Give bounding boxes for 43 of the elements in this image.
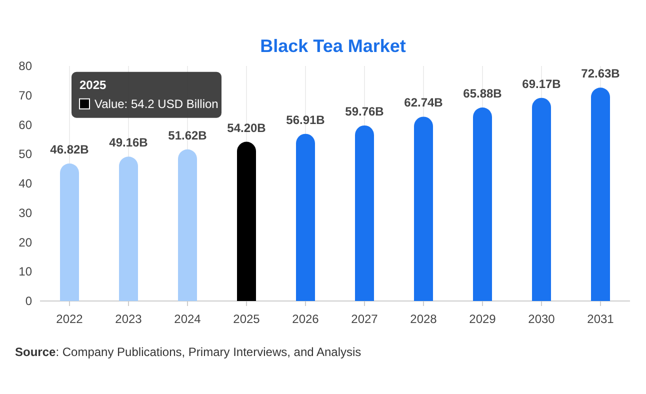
- source-note: Source: Company Publications, Primary Interviews, and Analysis: [15, 345, 362, 359]
- bar: [532, 98, 551, 301]
- y-tick-label: 80: [18, 59, 32, 73]
- data-label: 49.16B: [109, 136, 148, 150]
- data-label: 69.17B: [522, 76, 562, 91]
- x-tick-label: 2024: [174, 312, 202, 326]
- chart-title: Black Tea Market: [260, 36, 406, 56]
- bar: [237, 142, 256, 301]
- bar: [414, 116, 433, 301]
- y-tick-label: 50: [18, 147, 32, 162]
- x-tick-label: 2022: [56, 312, 84, 326]
- data-label: 59.76B: [345, 104, 384, 118]
- bar: [178, 149, 197, 301]
- data-label: 62.74B: [404, 96, 444, 110]
- data-label: 51.62B: [168, 128, 208, 142]
- data-label: 54.20B: [227, 120, 266, 135]
- x-tick-label: 2026: [292, 312, 320, 326]
- y-tick-label: 40: [18, 176, 32, 190]
- x-tick-label: 2025: [233, 312, 260, 326]
- y-tick-label: 30: [18, 206, 32, 220]
- x-tick-label: 2023: [115, 312, 142, 326]
- data-label: 65.88B: [463, 86, 502, 100]
- y-tick-label: 60: [18, 118, 32, 132]
- y-tick-label: 20: [18, 235, 32, 250]
- annotation: Value: 54.2 USD Billion: [94, 96, 218, 111]
- x-tick-label: 2027: [351, 312, 378, 326]
- y-tick-label: 0: [25, 294, 32, 308]
- bar: [119, 156, 138, 301]
- annotation: 2025: [80, 78, 107, 92]
- bar: [473, 107, 492, 301]
- data-label: 72.63B: [581, 66, 620, 81]
- x-tick-label: 2029: [469, 312, 496, 326]
- x-tick-label: 2031: [587, 312, 614, 326]
- x-tick-label: 2028: [410, 312, 438, 326]
- bar: [355, 125, 374, 301]
- bar: [60, 163, 79, 301]
- data-label: 56.91B: [286, 112, 326, 127]
- x-tick-label: 2030: [528, 312, 556, 326]
- y-tick-label: 10: [18, 264, 32, 279]
- y-tick-label: 70: [18, 88, 32, 102]
- data-label: 46.82B: [50, 142, 90, 156]
- bar: [591, 88, 610, 301]
- bar: [296, 134, 315, 301]
